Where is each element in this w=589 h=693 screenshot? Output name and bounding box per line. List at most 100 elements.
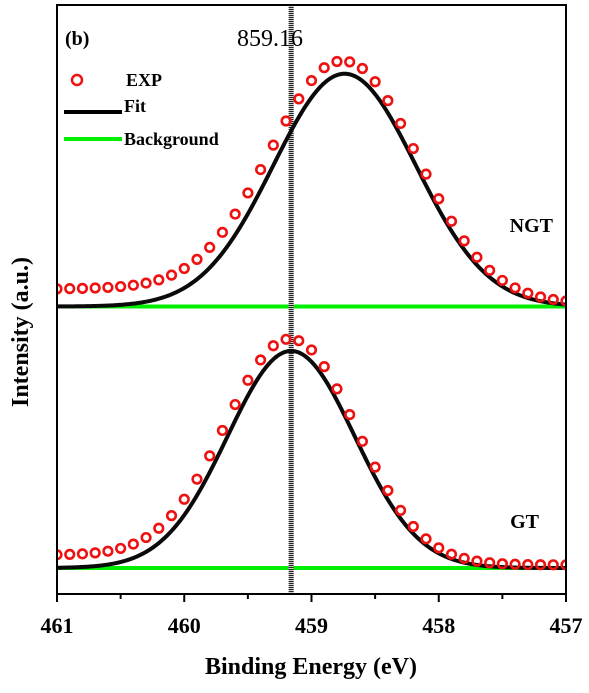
- exp-point-gt: [331, 383, 343, 395]
- exp-point-ngt: [280, 115, 292, 127]
- fit-curve-ngt: [57, 71, 566, 309]
- exp-point-ngt: [369, 76, 381, 88]
- exp-point-ngt: [394, 117, 407, 130]
- exp-point-ngt: [509, 282, 521, 294]
- y-axis-title: Intensity (a.u.): [8, 257, 34, 407]
- exp-point-gt: [280, 333, 292, 345]
- exp-point-gt: [76, 548, 89, 560]
- x-tick-label: 459: [295, 613, 328, 638]
- exp-points: [57, 55, 566, 571]
- legend: EXP Fit Background: [64, 70, 219, 149]
- exp-point-ngt: [178, 262, 190, 275]
- x-axis-title: Binding Energy (eV): [205, 654, 417, 680]
- reference-line-label: 859.16: [237, 26, 303, 52]
- plot-frame: [56, 4, 567, 595]
- exp-point-gt: [191, 473, 203, 485]
- exp-point-gt: [382, 484, 394, 497]
- exp-point-gt: [484, 557, 496, 569]
- exp-point-gt: [471, 555, 483, 567]
- legend-fit-label: Fit: [124, 96, 146, 116]
- exp-point-gt: [178, 493, 190, 505]
- exp-point-gt: [356, 435, 369, 447]
- series-label-ngt: NGT: [510, 215, 554, 237]
- exp-point-ngt: [242, 187, 254, 199]
- exp-point-ngt: [140, 277, 152, 289]
- exp-point-ngt: [267, 139, 279, 151]
- exp-point-ngt: [293, 93, 305, 105]
- exp-point-ngt: [522, 287, 534, 299]
- exp-point-ngt: [216, 226, 229, 238]
- exp-point-gt: [560, 559, 566, 571]
- exp-point-gt: [458, 552, 470, 565]
- legend-exp-marker: [70, 73, 84, 87]
- exp-point-gt: [127, 538, 139, 550]
- exp-point-ngt: [458, 235, 470, 247]
- x-tick-label: 461: [41, 613, 74, 638]
- exp-point-gt: [267, 340, 279, 352]
- reference-line: [288, 5, 294, 594]
- exp-point-ngt: [484, 264, 496, 276]
- exp-point-ngt: [318, 62, 330, 74]
- x-axis-ticks: [56, 594, 567, 602]
- exp-point-ngt: [547, 293, 559, 306]
- exp-point-ngt: [534, 291, 547, 303]
- exp-point-gt: [153, 522, 165, 534]
- exp-point-gt: [255, 354, 267, 366]
- exp-point-ngt: [445, 215, 458, 227]
- exp-point-gt: [89, 547, 101, 559]
- exp-point-ngt: [191, 253, 203, 265]
- exp-point-gt: [293, 335, 305, 347]
- exp-point-gt: [369, 461, 381, 473]
- exp-point-gt: [204, 450, 216, 462]
- fit-curves: [57, 71, 566, 570]
- exp-point-gt: [433, 542, 445, 554]
- legend-exp-label: EXP: [126, 70, 162, 90]
- exp-point-gt: [64, 548, 76, 561]
- exp-point-ngt: [407, 142, 419, 155]
- exp-point-gt: [522, 558, 534, 571]
- exp-point-gt: [534, 559, 547, 571]
- background-lines: [57, 304, 566, 570]
- exp-point-ngt: [496, 274, 508, 287]
- exp-point-gt: [216, 424, 229, 437]
- exp-point-gt: [102, 545, 114, 557]
- exp-point-gt: [344, 408, 356, 421]
- exp-point-ngt: [382, 95, 394, 107]
- series-label-gt: GT: [510, 511, 540, 533]
- exp-point-gt: [140, 531, 152, 544]
- x-tick-label: 458: [422, 613, 455, 638]
- exp-point-gt: [242, 374, 254, 386]
- exp-point-ngt: [89, 282, 101, 294]
- exp-point-gt: [420, 533, 432, 545]
- exp-point-gt: [165, 510, 178, 522]
- exp-point-ngt: [420, 168, 432, 180]
- exp-point-ngt: [560, 295, 566, 307]
- exp-point-ngt: [356, 62, 369, 75]
- exp-point-gt: [509, 558, 521, 570]
- exp-point-gt: [496, 558, 508, 570]
- exp-point-gt: [445, 548, 458, 560]
- x-tick-labels: 461 460 459 458 457: [41, 613, 583, 638]
- exp-point-ngt: [165, 269, 178, 281]
- fit-curve-gt: [57, 348, 566, 570]
- exp-point-gt: [407, 520, 419, 533]
- exp-point-gt: [394, 504, 407, 517]
- x-tick-label: 457: [550, 613, 583, 638]
- exp-point-ngt: [255, 164, 267, 176]
- exp-point-ngt: [115, 280, 127, 293]
- exp-point-ngt: [471, 251, 483, 263]
- exp-point-ngt: [153, 274, 165, 286]
- panel-label: (b): [65, 28, 89, 50]
- exp-point-gt: [115, 542, 127, 555]
- exp-point-ngt: [305, 74, 318, 87]
- exp-point-ngt: [331, 55, 343, 68]
- legend-background-label: Background: [124, 129, 219, 149]
- exp-point-ngt: [344, 56, 356, 68]
- plot-area: [57, 5, 566, 594]
- exp-point-ngt: [64, 283, 76, 295]
- exp-point-ngt: [76, 282, 89, 294]
- exp-point-gt: [318, 361, 330, 373]
- exp-point-ngt: [127, 279, 139, 291]
- x-tick-label: 460: [168, 613, 201, 638]
